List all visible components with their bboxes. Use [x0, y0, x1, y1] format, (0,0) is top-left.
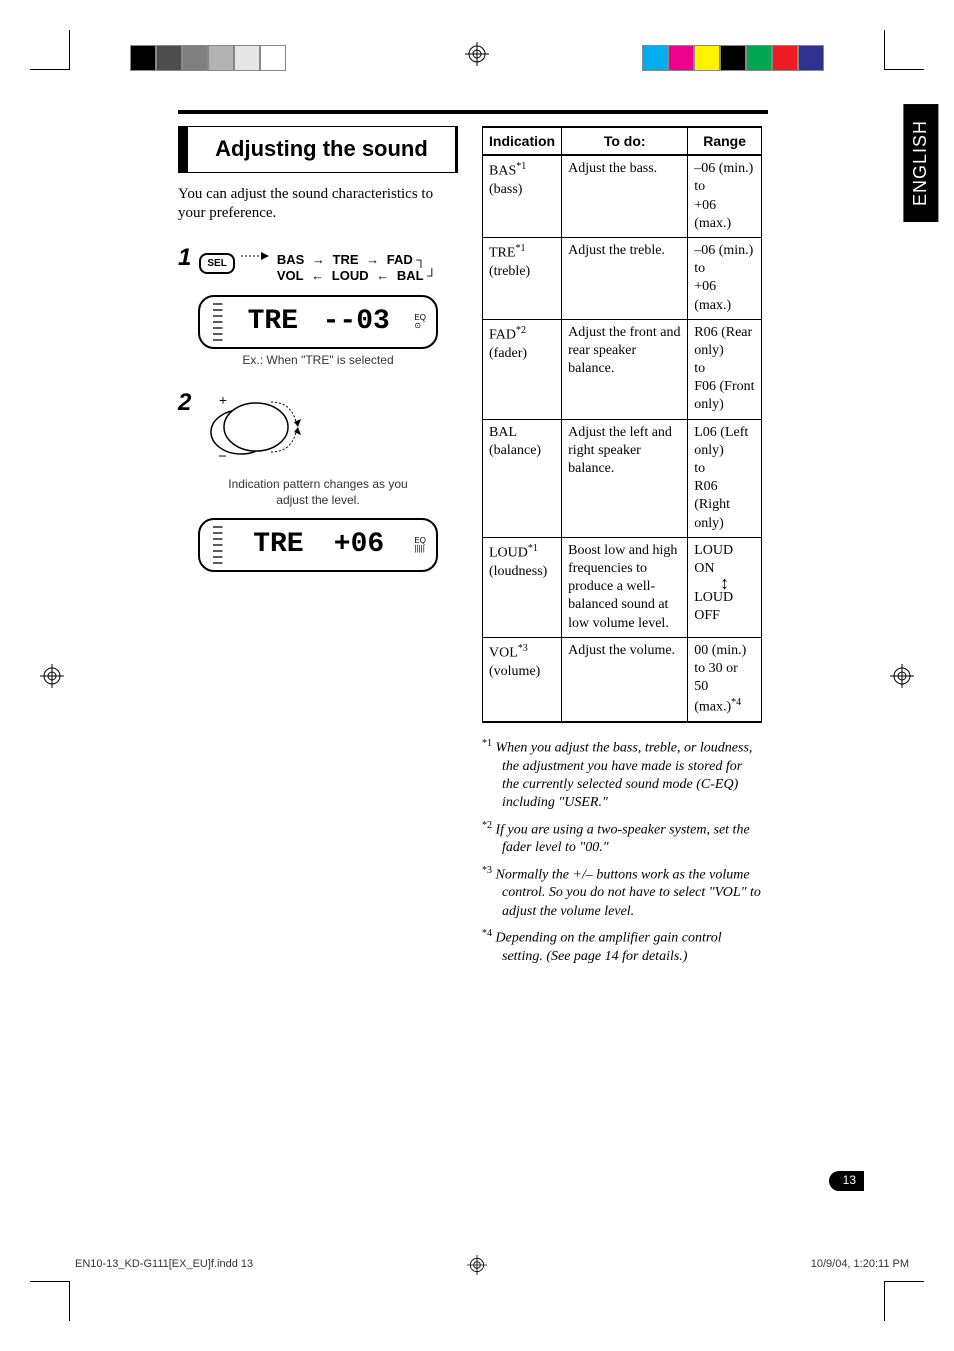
- table-header: Indication: [483, 127, 562, 155]
- table-row: BAL(balance)Adjust the left and right sp…: [483, 419, 762, 537]
- lcd-mode: TRE: [248, 304, 298, 340]
- language-tab: ENGLISH: [903, 104, 938, 222]
- registration-icon: [465, 42, 489, 66]
- caption: Indication pattern changes as you adjust…: [218, 477, 418, 508]
- svg-text:–: –: [218, 448, 227, 463]
- lcd-mode: TRE: [253, 527, 303, 563]
- imprint-footer: EN10-13_KD-G111[EX_EU]f.indd 13 10/9/04,…: [75, 1257, 909, 1271]
- selection-flow: BAS → TRE → FAD ┐VOL ← LOUD ← BAL ┘: [277, 252, 437, 286]
- divider: [178, 110, 768, 114]
- footer-timestamp: 10/9/04, 1:20:11 PM: [811, 1257, 909, 1271]
- lcd-display: ||||||| TRE +06 EQ|||||: [198, 518, 438, 572]
- page-number: 13: [829, 1171, 864, 1191]
- color-bar-grayscale: [130, 45, 286, 71]
- table-header: To do:: [562, 127, 688, 155]
- section-heading: Adjusting the sound: [178, 126, 458, 173]
- knob-icon: + –: [201, 387, 311, 467]
- svg-text:+: +: [219, 394, 227, 409]
- footnotes: *1 When you adjust the bass, treble, or …: [482, 737, 762, 966]
- table-row: TRE*1(treble)Adjust the treble.–06 (min.…: [483, 237, 762, 319]
- intro-text: You can adjust the sound characteristics…: [178, 185, 458, 224]
- lcd-value: +06: [334, 527, 384, 563]
- caption: Ex.: When "TRE" is selected: [178, 353, 458, 369]
- footnote: *4 Depending on the amplifier gain contr…: [482, 927, 762, 966]
- parameters-table: IndicationTo do:Range BAS*1(bass)Adjust …: [482, 126, 762, 723]
- lcd-display: ||||||| TRE --03 EQ⊙: [198, 295, 438, 349]
- registration-icon: [890, 664, 914, 688]
- registration-icon: [40, 664, 64, 688]
- registration-icon: [467, 1255, 487, 1275]
- footnote: *3 Normally the +/– buttons work as the …: [482, 864, 762, 921]
- footnote: *2 If you are using a two-speaker system…: [482, 819, 762, 858]
- step-number: 2: [178, 387, 191, 418]
- table-header: Range: [688, 127, 762, 155]
- table-row: VOL*3(volume)Adjust the volume.00 (min.)…: [483, 637, 762, 722]
- section-title: Adjusting the sound: [200, 135, 443, 164]
- color-bar-cmyk: [642, 45, 824, 71]
- footer-file: EN10-13_KD-G111[EX_EU]f.indd 13: [75, 1257, 253, 1271]
- sel-button-icon: SEL: [199, 253, 234, 274]
- lcd-value: --03: [323, 304, 390, 340]
- footnote: *1 When you adjust the bass, treble, or …: [482, 737, 762, 812]
- table-row: LOUD*1(loudness)Boost low and high frequ…: [483, 537, 762, 637]
- press-arrow-icon: [241, 248, 271, 278]
- table-row: FAD*2(fader)Adjust the front and rear sp…: [483, 319, 762, 419]
- step-number: 1: [178, 242, 191, 273]
- table-row: BAS*1(bass)Adjust the bass.–06 (min.)to+…: [483, 155, 762, 237]
